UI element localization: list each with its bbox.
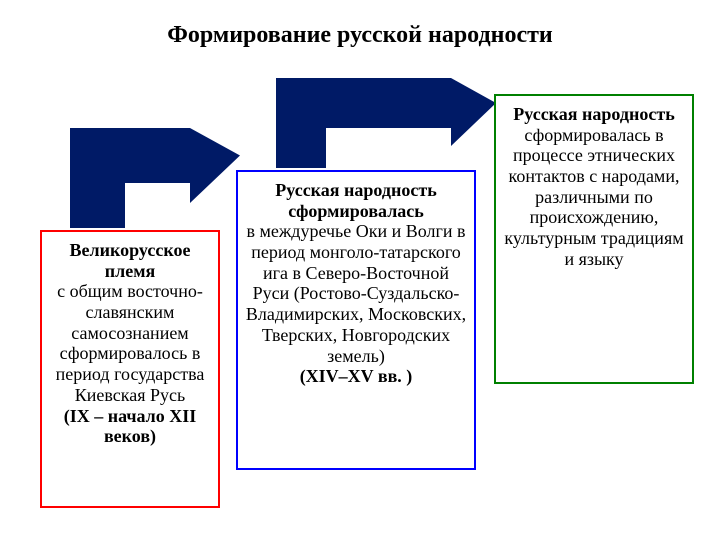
stage-box-2: Русская народность сформировалась в межд…	[236, 170, 476, 470]
stage-2-heading: Русская народность сформировалась	[275, 180, 436, 221]
stage-1-heading: Великорусское племя	[70, 240, 191, 281]
stage-box-3: Русская народность сформировалась в проц…	[494, 94, 694, 384]
stage-1-tail: (IX – начало XII веков)	[64, 406, 197, 447]
stage-1-body: с общим восточно-славянским самосознание…	[56, 281, 205, 404]
flow-arrow-2	[276, 78, 496, 168]
stage-2-body: в междуречье Оки и Волги в период монгол…	[246, 221, 466, 365]
flow-arrow-1	[70, 128, 240, 228]
stage-3-body: сформировалась в процессе этнических кон…	[504, 125, 683, 269]
stage-2-tail: (XIV–XV вв. )	[300, 366, 413, 386]
stage-box-1: Великорусское племя с общим восточно-сла…	[40, 230, 220, 508]
page-title: Формирование русской народности	[0, 22, 720, 49]
stage-3-heading: Русская народность	[513, 104, 674, 124]
